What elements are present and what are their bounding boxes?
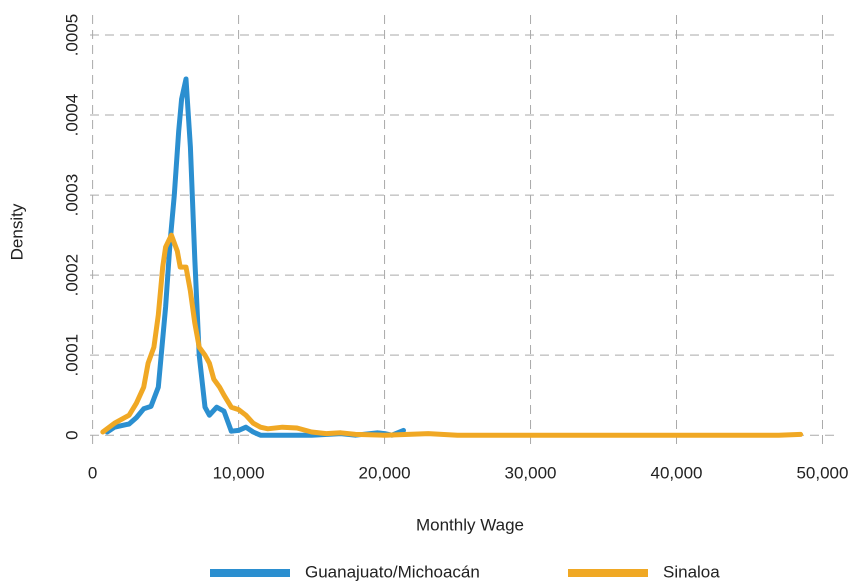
x-tick-label: 50,000: [796, 463, 848, 482]
density-line: [104, 76, 406, 438]
density-line: [100, 232, 804, 438]
legend-label: Guanajuato/Michoacán: [305, 562, 480, 581]
y-tick-label: .0003: [62, 174, 81, 217]
legend-label: Sinaloa: [663, 562, 720, 581]
y-tick-label: 0: [62, 430, 81, 439]
x-axis-label: Monthly Wage: [416, 515, 524, 534]
x-tick-label: 20,000: [359, 463, 411, 482]
y-tick-label: .0002: [62, 254, 81, 297]
y-tick-label: .0004: [62, 94, 81, 137]
y-axis-label: Density: [7, 203, 26, 260]
x-tick-label: 40,000: [651, 463, 703, 482]
y-tick-label: .0001: [62, 334, 81, 377]
x-tick-label: 30,000: [505, 463, 557, 482]
x-tick-label: 0: [88, 463, 97, 482]
y-tick-label: .0005: [62, 14, 81, 57]
x-tick-label: 10,000: [213, 463, 265, 482]
